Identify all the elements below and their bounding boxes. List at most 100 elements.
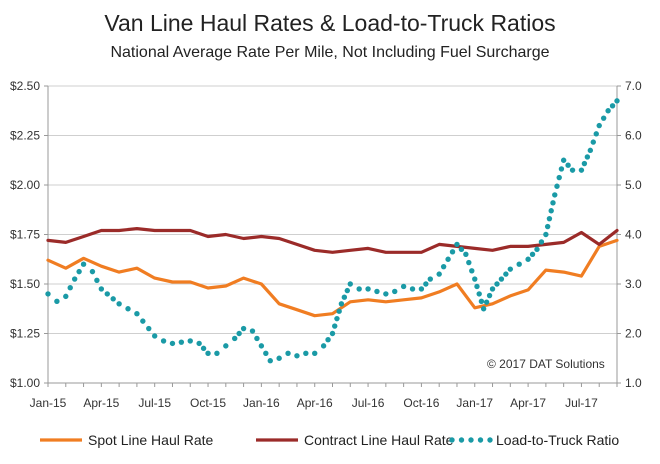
- ratio-dot: [312, 350, 318, 356]
- ratio-dot: [374, 288, 380, 295]
- ratio-dot: [605, 108, 611, 114]
- ratio-dot: [469, 268, 475, 274]
- ratio-dot: [538, 239, 545, 245]
- ratio-dot: [596, 122, 602, 129]
- ratio-dot: [560, 157, 567, 163]
- ratio-dot: [548, 208, 554, 214]
- legend-item-ratio: Load-to-Truck Ratio: [449, 432, 619, 448]
- legend-swatch-dot: [468, 437, 474, 443]
- y-right-tick-label: 6.0: [625, 129, 642, 143]
- legend-swatch-dot: [458, 437, 465, 443]
- ratio-dot: [67, 285, 73, 291]
- ratio-dot: [76, 268, 82, 275]
- ratio-dot: [196, 340, 202, 347]
- ratio-dot: [178, 339, 185, 345]
- ratio-dot: [336, 308, 342, 314]
- ratio-dot: [332, 323, 338, 329]
- ratio-dot: [140, 318, 146, 324]
- ratio-dot: [440, 263, 447, 270]
- ratio-dot: [543, 231, 549, 238]
- x-tick-label: Jul-15: [138, 396, 171, 410]
- y-left-tick-label: $2.50: [10, 79, 40, 93]
- chart-subtitle: National Average Rate Per Mile, Not Incl…: [110, 44, 550, 61]
- ratio-dot: [258, 343, 265, 349]
- ratio-dot: [472, 276, 478, 282]
- series-contract-line-haul-rate: [46, 227, 619, 254]
- ratio-dot: [294, 353, 300, 359]
- ratio-dot: [544, 223, 551, 230]
- legend-swatch-dot: [487, 437, 493, 443]
- y-left-tick-label: $1.50: [10, 277, 40, 291]
- ratio-dot: [445, 256, 451, 262]
- ratio-dot: [478, 298, 485, 305]
- ratio-dot: [236, 330, 242, 337]
- ratio-dot: [134, 311, 140, 317]
- ratio-dot: [160, 338, 167, 344]
- ratio-dot: [223, 343, 229, 349]
- ratio-dot: [254, 335, 260, 342]
- ratio-dot: [558, 166, 565, 172]
- series-spot-line-haul-rate: [46, 238, 619, 318]
- y-right-tick-label: 3.0: [625, 277, 642, 291]
- ratio-dot: [285, 350, 291, 356]
- ratio-dot: [427, 276, 433, 282]
- ratio-dot: [347, 281, 353, 287]
- ratio-dot: [584, 154, 591, 160]
- ratio-dot: [71, 276, 78, 282]
- y-left-tick-label: $1.00: [10, 376, 40, 390]
- ratio-dot: [554, 183, 560, 189]
- legend-swatch-dot: [477, 437, 484, 443]
- ratio-dot: [344, 287, 351, 294]
- ratio-dot: [320, 343, 327, 349]
- x-tick-label: Jan-15: [30, 396, 67, 410]
- ratio-dot: [550, 200, 556, 206]
- ratio-dot: [125, 306, 131, 312]
- ratio-dot: [214, 350, 220, 356]
- ratio-dot: [383, 291, 389, 297]
- ratio-dot: [267, 358, 273, 364]
- ratio-dot: [365, 286, 371, 292]
- x-tick-label: Oct-15: [190, 396, 226, 410]
- x-tick-label: Jul-17: [565, 396, 598, 410]
- series-load-to-truck-ratio: [45, 98, 620, 364]
- ratio-dot: [587, 147, 594, 154]
- ratio-dot: [474, 283, 480, 290]
- ratio-dot: [489, 286, 496, 292]
- ratio-dot: [329, 330, 336, 337]
- ratio-dot: [54, 298, 60, 305]
- ratio-dot: [146, 325, 152, 332]
- ratio-dot: [463, 251, 469, 257]
- ratio-dot: [205, 350, 211, 356]
- axis-layer: $1.00 $1.25 $1.50 $1.75 $2.00 $2.25 $2.50 1.0 2.…: [10, 79, 642, 410]
- ratio-dot: [494, 281, 500, 287]
- x-tick-label: Apr-16: [297, 396, 333, 410]
- legend-label: Load-to-Truck Ratio: [496, 432, 619, 448]
- ratio-dot: [80, 261, 87, 267]
- ratio-dot: [169, 340, 176, 347]
- y-left-tick-label: $2.25: [10, 129, 40, 143]
- y-right-tick-label: 5.0: [625, 178, 642, 192]
- ratio-dot: [45, 291, 51, 297]
- ratio-dot: [590, 139, 596, 145]
- copyright-annotation: © 2017 DAT Solutions: [487, 357, 605, 371]
- ratio-dot: [466, 259, 472, 266]
- ratio-dot: [546, 215, 553, 222]
- ratio-dot: [325, 336, 331, 343]
- ratio-dot: [98, 286, 105, 292]
- ratio-dot: [276, 355, 282, 361]
- ratio-dot: [476, 291, 482, 297]
- ratio-dot: [436, 271, 442, 277]
- ratio-dot: [392, 288, 398, 295]
- ratio-dot: [503, 271, 509, 277]
- ratio-dot: [529, 251, 536, 257]
- ratio-dot: [400, 283, 407, 290]
- ratio-dot: [409, 286, 416, 292]
- legend-item-contract: Contract Line Haul Rate: [256, 432, 454, 448]
- ratio-dot: [341, 294, 348, 300]
- ratio-dot: [556, 174, 562, 181]
- y-left-tick-label: $1.25: [10, 327, 40, 341]
- ratio-dot: [569, 167, 576, 173]
- legend-item-spot: Spot Line Haul Rate: [40, 432, 214, 448]
- grid-layer: [48, 85, 617, 334]
- ratio-dot: [63, 293, 69, 300]
